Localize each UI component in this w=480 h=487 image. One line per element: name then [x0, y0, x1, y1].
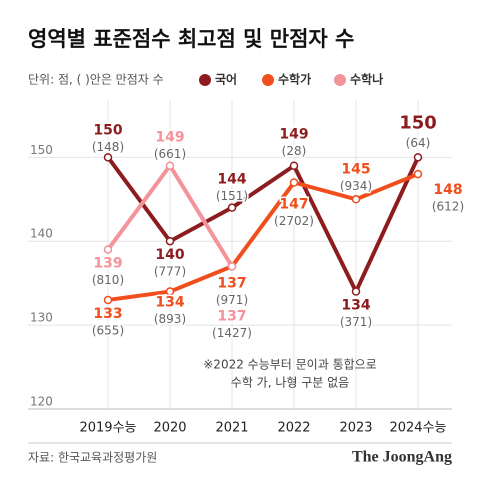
data-label: 137 [217, 275, 246, 291]
legend-label: 국어 [215, 72, 237, 87]
x-tick-label: 2022 [277, 421, 310, 436]
source: 자료: 한국교육과정평가원 [28, 451, 157, 465]
point [413, 169, 423, 179]
y-tick-label: 130 [30, 311, 53, 325]
count-label: (1427) [212, 326, 252, 340]
data-label: 149 [155, 130, 184, 146]
y-tick-label: 120 [30, 395, 53, 409]
point [103, 245, 113, 254]
point [351, 287, 361, 296]
count-label: (64) [406, 136, 431, 150]
count-label: (893) [154, 312, 186, 326]
count-label: (148) [92, 140, 124, 154]
x-tick-label: 2021 [215, 421, 248, 436]
count-label: (810) [92, 273, 124, 287]
annotation: 수학 가, 나형 구분 없음 [231, 376, 349, 390]
data-label: 139 [93, 256, 122, 272]
data-label: 137 [217, 308, 246, 324]
point [165, 161, 175, 170]
count-label: (151) [216, 189, 248, 203]
legend-marker [334, 74, 346, 86]
point [227, 203, 237, 212]
y-tick-label: 150 [30, 143, 53, 157]
data-label: 148 [433, 182, 462, 198]
point [289, 161, 299, 170]
point [413, 153, 423, 162]
annotation: ※2022 수능부터 문이과 통합으로 [203, 358, 376, 372]
x-tick-label: 2019수능 [79, 421, 136, 436]
point [289, 178, 299, 187]
count-label: (971) [216, 293, 248, 307]
legend-label: 수학가 [278, 72, 311, 87]
point [103, 295, 113, 305]
legend-marker [262, 74, 274, 86]
x-tick-label: 2020 [153, 421, 186, 436]
data-label: 150 [399, 112, 437, 133]
point [103, 153, 113, 162]
data-label: 134 [341, 298, 370, 314]
count-label: (655) [92, 323, 124, 337]
data-label: 144 [217, 172, 246, 188]
line [106, 156, 420, 294]
data-label: 140 [155, 247, 184, 263]
point [165, 236, 175, 246]
data-label: 149 [279, 127, 308, 143]
point [227, 262, 237, 271]
subtitle: 단위: 점, ( )안은 만점자 수 [28, 73, 164, 87]
data-label: 133 [93, 306, 122, 322]
point [351, 195, 361, 204]
count-label: (934) [340, 179, 372, 193]
data-label: 145 [341, 161, 370, 177]
count-label: (28) [282, 144, 307, 158]
data-label: 147 [279, 197, 308, 213]
count-label: (777) [154, 265, 186, 279]
logo: The JoongAng [352, 449, 452, 466]
chart-title: 영역별 표준점수 최고점 및 만점자 수 [28, 27, 354, 51]
legend-marker [199, 74, 211, 86]
count-label: (2702) [274, 214, 314, 228]
data-label: 134 [155, 295, 184, 311]
x-tick-label: 2023 [339, 421, 372, 436]
count-label: (661) [154, 147, 186, 161]
x-tick-label: 2024수능 [389, 421, 446, 436]
count-label: (371) [340, 315, 372, 329]
data-label: 150 [93, 122, 122, 138]
line [107, 172, 419, 302]
point [165, 287, 175, 296]
legend-label: 수학나 [350, 72, 383, 87]
count-label: (612) [432, 200, 464, 214]
y-tick-label: 140 [30, 227, 53, 241]
